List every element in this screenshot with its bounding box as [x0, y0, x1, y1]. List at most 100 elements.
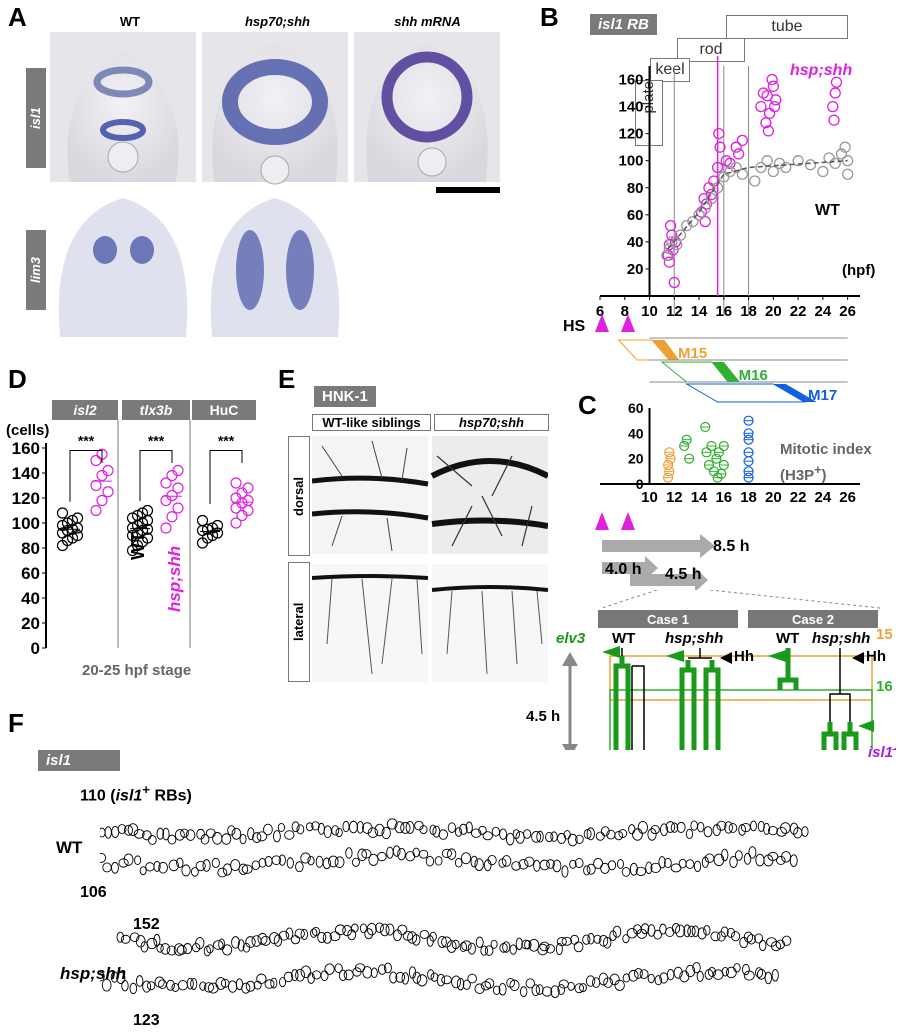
cell-outline [574, 983, 585, 994]
elv3-arrow-2 [666, 650, 684, 662]
cell-outline [147, 835, 157, 845]
cell-outline [593, 934, 602, 944]
cell-outline [271, 855, 282, 865]
cell-outline [217, 867, 228, 878]
cell-outline [227, 980, 238, 993]
cell-outline [573, 941, 584, 953]
cell-outline [650, 825, 660, 835]
cell-outline [222, 863, 232, 876]
cell-outline [441, 975, 452, 985]
data-point-wt [761, 155, 773, 167]
wt-count-top-a: 110 ( [80, 787, 116, 805]
cell-outline [726, 966, 737, 979]
x-tick-label-c: 20 [765, 489, 782, 506]
cell-outline [407, 931, 418, 944]
case2-bar [748, 610, 878, 628]
cell-outline [252, 832, 262, 843]
cell-outline [334, 856, 345, 869]
cell-outline [156, 943, 164, 953]
group-label-tlx3b: tlx3b [122, 400, 190, 420]
cell-outline [231, 936, 240, 949]
cell-outline [273, 830, 281, 843]
box-16 [609, 689, 873, 750]
micrograph-hsp-isl1 [202, 32, 348, 185]
cell-outline [361, 849, 372, 859]
cell-outline [196, 828, 205, 840]
cell-outline [697, 927, 707, 940]
cell-outline [231, 827, 242, 840]
group-label-isl2: isl2 [52, 400, 118, 420]
elv3-arrow-1 [602, 646, 620, 658]
cell-outline [789, 854, 798, 867]
duration-arrows [595, 512, 715, 590]
cell-outline [116, 971, 126, 985]
cell-outline [552, 859, 562, 873]
cell-outline [317, 822, 325, 835]
dot-hsp-isl2 [96, 494, 108, 507]
cell-outline [362, 966, 373, 979]
cell-outline [704, 853, 715, 863]
panel-e-row1: dorsal [291, 476, 306, 516]
cell-outline [441, 936, 452, 948]
panel-e-row2-box: lateral [288, 562, 310, 682]
cell-outline [768, 826, 778, 836]
cell-outline [776, 855, 786, 866]
cell-outline [716, 820, 727, 831]
cell-outline [509, 944, 517, 955]
lineage-case2-hsp [821, 722, 859, 750]
data-point-hsp [762, 125, 775, 137]
cell-outline [595, 831, 605, 841]
dot-hsp-tlx3b [172, 482, 184, 494]
cell-outline [185, 829, 196, 841]
x-tick-label-c: 10 [641, 489, 658, 506]
mitotic-point-m16 [706, 440, 717, 452]
cell-outline [202, 859, 211, 872]
cell-outline [386, 818, 398, 830]
cell-outline [713, 853, 725, 867]
cell-outline [583, 865, 591, 876]
cell-outline [205, 828, 216, 838]
data-point-wt [841, 155, 854, 167]
data-point-wt [817, 165, 829, 178]
cell-outline [447, 848, 457, 860]
cell-outline [328, 855, 339, 868]
cell-outline [733, 963, 741, 973]
cell-outline [166, 979, 175, 991]
data-point-hsp [755, 100, 767, 113]
data-point-wt [705, 192, 718, 205]
cell-outline [317, 932, 327, 943]
hs-arrow-1 [595, 314, 609, 332]
cell-outline [474, 983, 485, 994]
arrow-4-5h [630, 568, 708, 590]
data-point-hsp [695, 206, 708, 218]
cell-outline [211, 857, 220, 868]
cell-outline [102, 862, 112, 873]
cell-outline [628, 969, 639, 982]
cell-outline [720, 926, 729, 938]
cell-outline [368, 853, 379, 866]
cell-outline [221, 833, 232, 845]
y-tick-label-d: 100 [12, 514, 40, 533]
panel-b-letter: B [540, 2, 559, 32]
cell-outline [614, 979, 625, 991]
panel-e-letter: E [278, 364, 296, 394]
cell-outline [385, 923, 395, 936]
cell-outline [665, 821, 676, 833]
label-m17: M17 [808, 387, 837, 404]
wt-count-top: 110 (isl1+ RBs) [80, 782, 192, 805]
cell-outline [710, 931, 721, 942]
cell-outline [474, 858, 484, 872]
cell-outline [556, 936, 567, 947]
elv3-arrow-3 [768, 650, 786, 662]
duration-8-5h: 8.5 h [713, 538, 750, 555]
mitotic-point-m17 [743, 466, 754, 477]
cell-outline [685, 859, 695, 869]
hh-label-2: Hh [866, 648, 886, 665]
cell-outline [375, 922, 384, 933]
cell-outline [237, 939, 245, 952]
cell-outline [168, 859, 180, 872]
panel-e-col1: WT-like siblings [312, 414, 431, 431]
cell-outline [286, 857, 294, 869]
cell-outline [629, 862, 638, 876]
cell-outline [470, 855, 478, 868]
